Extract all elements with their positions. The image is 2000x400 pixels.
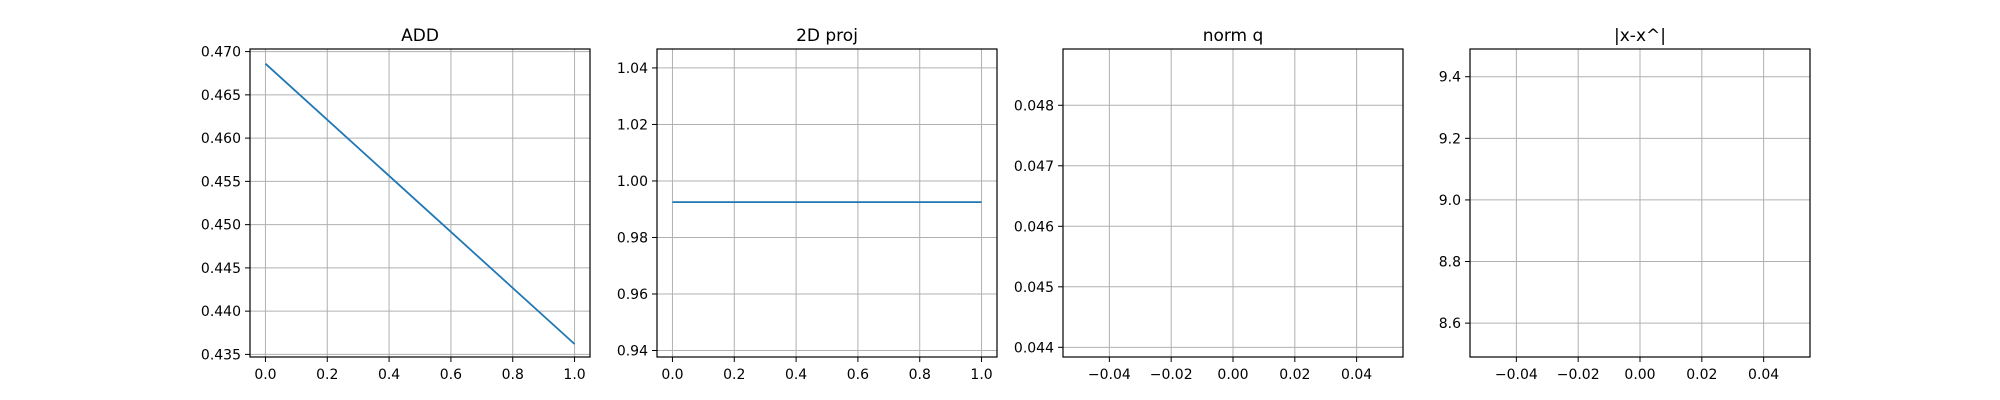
y-tick-label: 0.94 xyxy=(617,344,648,360)
x-tick-label: 0.4 xyxy=(785,367,807,383)
x-tick-label: 0.8 xyxy=(502,367,524,383)
y-tick-label: 1.02 xyxy=(617,117,648,133)
y-tick-label: 9.0 xyxy=(1439,193,1461,209)
y-tick-label: 0.046 xyxy=(1014,219,1054,235)
y-tick-label: 0.445 xyxy=(201,261,241,277)
x-tick-label: 0.02 xyxy=(1686,367,1717,383)
y-tick-label: 9.4 xyxy=(1439,70,1461,86)
y-tick-label: 1.00 xyxy=(617,174,648,190)
y-tick-label: 8.6 xyxy=(1439,316,1461,332)
x-tick-label: 1.0 xyxy=(970,367,992,383)
subplot-3: −0.04 −0.02 0.00 0.02 0.04 0.044 0.045 0.046 0.0… xyxy=(1014,26,1404,383)
y-tick-label: 0.455 xyxy=(201,174,241,190)
subplot-title: ADD xyxy=(401,26,439,46)
x-tick-label: 0.4 xyxy=(378,367,400,383)
y-tick-label: 0.044 xyxy=(1014,340,1054,356)
subplot-title: 2D proj xyxy=(796,26,858,46)
x-tick-label: 0.2 xyxy=(316,367,338,383)
x-tick-label: 1.0 xyxy=(563,367,585,383)
y-tick-label: 8.8 xyxy=(1439,255,1461,271)
x-tick-label: 0.2 xyxy=(723,367,745,383)
x-tick-label: −0.04 xyxy=(1088,367,1131,383)
x-tick-label: 0.02 xyxy=(1279,367,1310,383)
subplot-1: 0.0 0.2 0.4 0.6 0.8 1.0 0.435 0.440 0.445 0.450 0.… xyxy=(201,26,591,383)
y-tick-label: 0.450 xyxy=(201,218,241,234)
y-tick-label: 0.048 xyxy=(1014,98,1054,114)
y-tick-label: 0.047 xyxy=(1014,159,1054,175)
y-tick-label: 0.435 xyxy=(201,347,241,363)
axes-frame xyxy=(249,48,591,358)
x-tick-label: 0.6 xyxy=(440,367,462,383)
x-tick-label: 0.0 xyxy=(254,367,276,383)
subplot-2: 0.0 0.2 0.4 0.6 0.8 1.0 0.94 0.96 0.98 1.00 1.02 1.… xyxy=(617,26,998,383)
y-tick-label: 0.98 xyxy=(617,230,648,246)
y-tick-label: 0.470 xyxy=(201,45,241,61)
x-tick-label: 0.8 xyxy=(909,367,931,383)
x-tick-label: −0.04 xyxy=(1495,367,1538,383)
y-tick-label: 1.04 xyxy=(617,61,648,77)
x-tick-label: −0.02 xyxy=(1150,367,1193,383)
y-tick-label: 0.460 xyxy=(201,131,241,147)
y-tick-label: 0.440 xyxy=(201,304,241,320)
y-tick-label: 0.465 xyxy=(201,88,241,104)
subplot-title: |x-x^| xyxy=(1614,26,1666,46)
x-tick-label: 0.0 xyxy=(661,367,683,383)
x-tick-label: 0.04 xyxy=(1748,367,1779,383)
x-tick-label: 0.00 xyxy=(1624,367,1655,383)
y-tick-label: 0.045 xyxy=(1014,280,1054,296)
subplot-title: norm q xyxy=(1203,26,1264,46)
axes-frame xyxy=(656,48,998,358)
subplot-4: −0.04 −0.02 0.00 0.02 0.04 8.6 8.8 9.0 9.2 9.4 |x-… xyxy=(1439,26,1811,383)
y-tick-label: 0.96 xyxy=(617,287,648,303)
x-tick-label: 0.6 xyxy=(847,367,869,383)
x-tick-label: −0.02 xyxy=(1557,367,1600,383)
x-tick-label: 0.04 xyxy=(1341,367,1372,383)
x-tick-label: 0.00 xyxy=(1217,367,1248,383)
series-line xyxy=(264,63,576,345)
y-tick-label: 9.2 xyxy=(1439,131,1461,147)
